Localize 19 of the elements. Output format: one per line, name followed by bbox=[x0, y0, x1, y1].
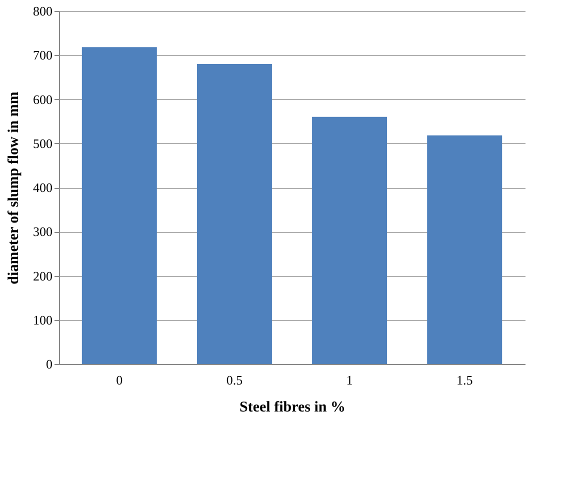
y-tick-label: 600 bbox=[33, 92, 52, 107]
bar bbox=[82, 47, 157, 364]
bar bbox=[312, 116, 388, 364]
x-axis-title: Steel fibres in % bbox=[240, 400, 346, 416]
y-tick-label: 500 bbox=[33, 136, 52, 151]
y-tick-label: 400 bbox=[33, 180, 52, 195]
y-tick-label: 0 bbox=[46, 356, 52, 372]
y-tick-label: 300 bbox=[33, 224, 52, 240]
bar bbox=[196, 64, 272, 364]
y-axis-title: diameter of slump flow in mm bbox=[6, 91, 22, 284]
y-tick-label: 700 bbox=[33, 48, 52, 63]
y-tick-label: 200 bbox=[33, 268, 52, 284]
bar bbox=[427, 135, 502, 364]
y-tick-label: 800 bbox=[33, 4, 52, 18]
y-tick-label: 100 bbox=[33, 312, 52, 328]
x-tick-label: 1 bbox=[346, 372, 353, 388]
x-tick-label: 1.5 bbox=[456, 372, 473, 388]
x-tick-label: 0 bbox=[116, 372, 123, 388]
x-tick-label: 0.5 bbox=[226, 372, 243, 388]
